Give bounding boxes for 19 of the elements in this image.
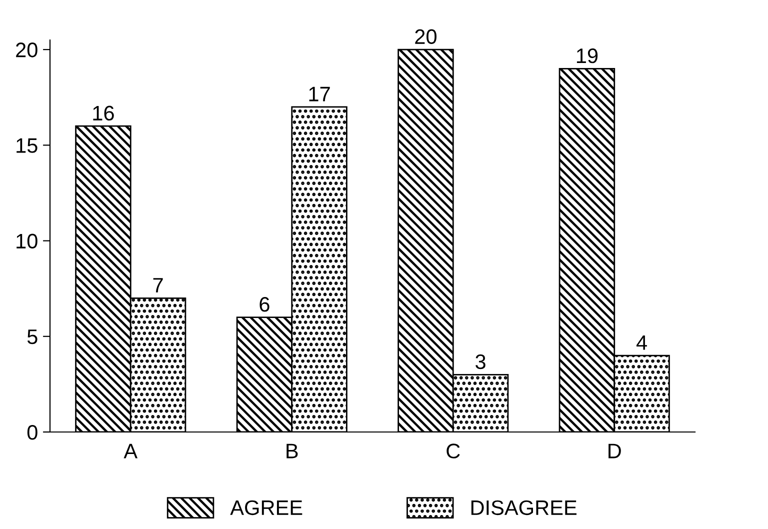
- data-label: 19: [576, 48, 598, 64]
- y-tick-label: 0: [27, 425, 38, 440]
- data-label: 17: [309, 86, 330, 102]
- x-tick-label: A: [124, 444, 138, 458]
- x-tick-label: B: [286, 444, 298, 458]
- x-tick-label: C: [446, 444, 460, 458]
- data-label: 16: [93, 106, 114, 121]
- y-tick-label: 10: [16, 234, 38, 249]
- data-label: 6: [260, 297, 270, 312]
- y-tick-label: 15: [16, 138, 38, 153]
- legend-label: AGREE: [230, 500, 302, 516]
- y-tick-label: 5: [27, 330, 38, 344]
- data-label: 20: [415, 29, 436, 44]
- x-tick-label: D: [608, 444, 621, 458]
- data-label: 4: [636, 335, 647, 350]
- data-label: 3: [476, 354, 486, 370]
- legend-label: DISAGREE: [471, 500, 576, 516]
- y-tick-label: 20: [16, 42, 38, 58]
- data-label: 7: [153, 278, 163, 292]
